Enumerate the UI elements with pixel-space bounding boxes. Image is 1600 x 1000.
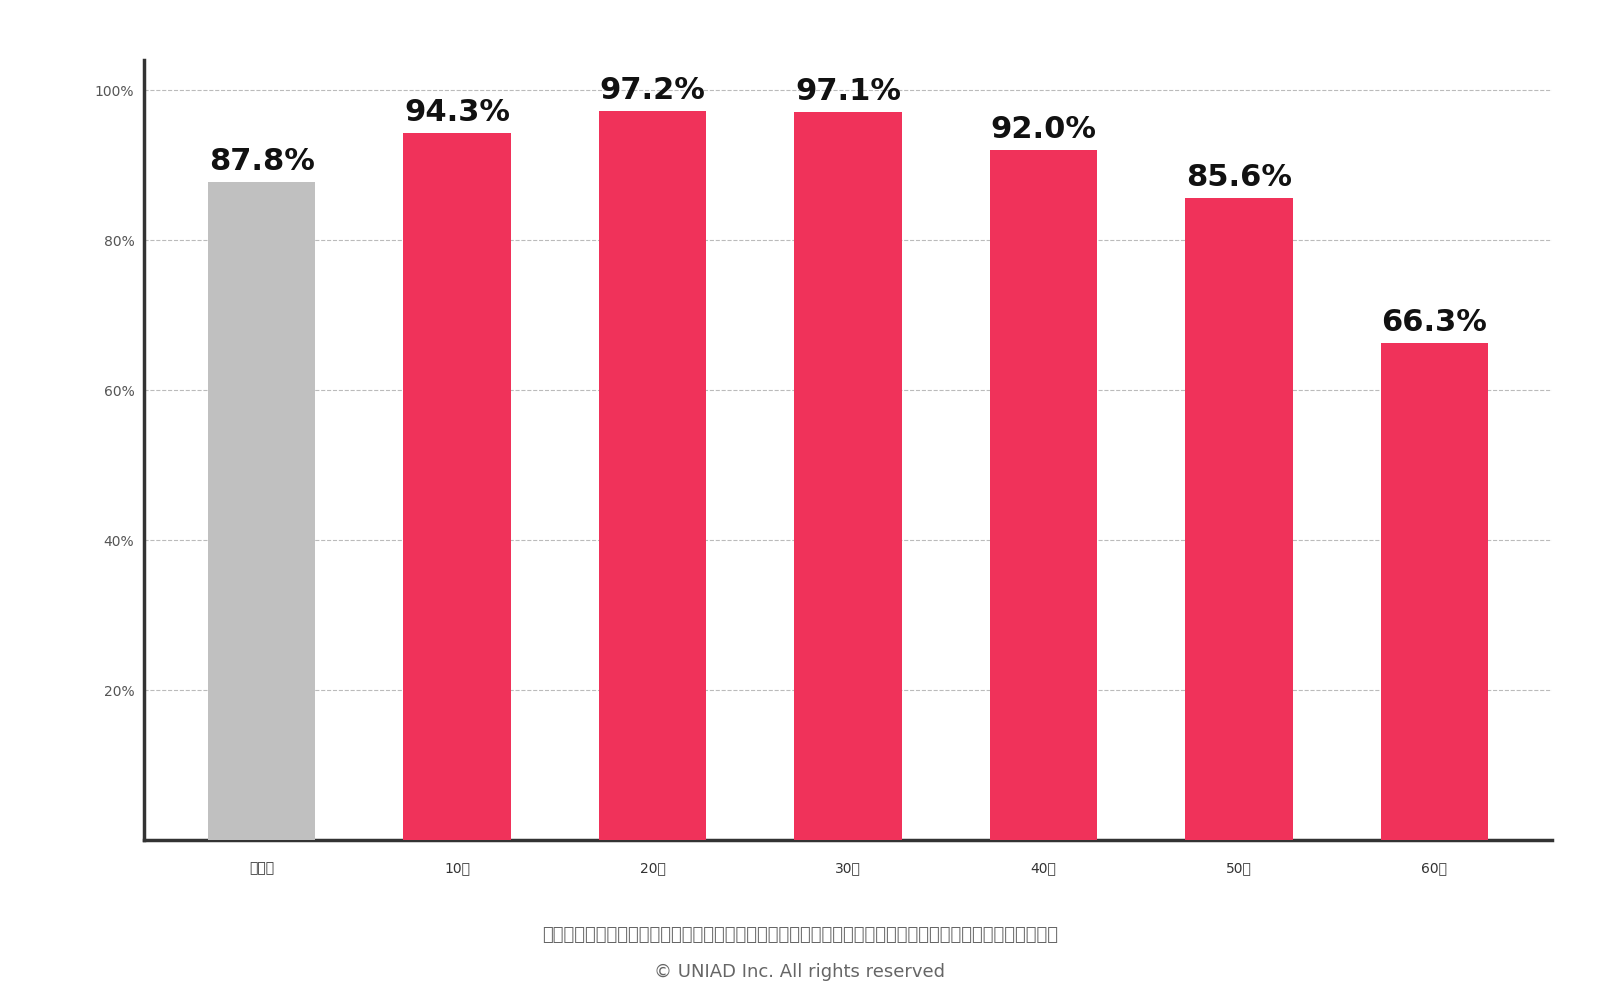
Bar: [403, 133, 510, 840]
Bar: [1381, 343, 1488, 840]
Text: 87.8%: 87.8%: [210, 146, 315, 176]
Bar: [598, 111, 706, 840]
Text: © UNIAD Inc. All rights reserved: © UNIAD Inc. All rights reserved: [654, 963, 946, 981]
Text: 参照：総務省情報通信政策研究所｜令和５年度情報通信メディアの利用時間と情報行動に関する調査報告書: 参照：総務省情報通信政策研究所｜令和５年度情報通信メディアの利用時間と情報行動に…: [542, 926, 1058, 944]
Text: 92.0%: 92.0%: [990, 115, 1096, 144]
Text: 97.1%: 97.1%: [795, 77, 901, 106]
Bar: [1186, 198, 1293, 840]
Text: 66.3%: 66.3%: [1381, 308, 1486, 337]
Bar: [990, 150, 1098, 840]
Bar: [208, 182, 315, 840]
Bar: [794, 112, 902, 840]
Text: 94.3%: 94.3%: [405, 98, 510, 127]
Text: 97.2%: 97.2%: [600, 76, 706, 105]
Text: 85.6%: 85.6%: [1186, 163, 1291, 192]
